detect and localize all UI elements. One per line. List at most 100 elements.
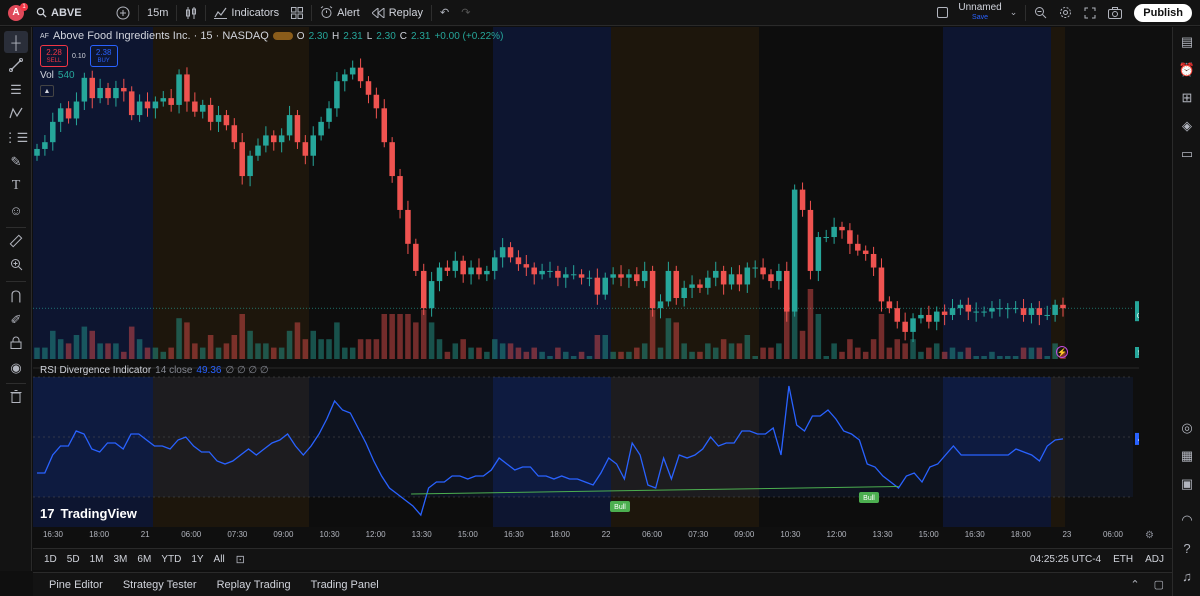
range-1y[interactable]: 1Y <box>191 554 204 565</box>
adjustment-toggle[interactable]: ADJ <box>1145 554 1164 565</box>
avatar[interactable]: A 1 <box>0 0 30 26</box>
chart-canvas[interactable]: Bull Bull 3.103.002.902.802.702.602.502.4… <box>33 27 1139 547</box>
candle-body <box>318 121 324 136</box>
calculator-button[interactable]: ▣ <box>1176 473 1198 495</box>
volume-bar <box>815 314 822 359</box>
projection-tool[interactable]: ⋮☰ <box>4 127 29 149</box>
notifications-button[interactable]: ♫ <box>1176 565 1198 587</box>
volume-bar <box>436 339 443 359</box>
buy-price: 2.38 <box>95 48 112 57</box>
signal-button[interactable]: ◠ <box>1176 509 1198 531</box>
range-6m[interactable]: 6M <box>137 554 152 565</box>
quick-search-button[interactable] <box>1028 0 1053 26</box>
alerts-button[interactable]: ⏰ <box>1176 59 1198 81</box>
maximize-panel-icon[interactable]: ▢ <box>1153 579 1164 591</box>
candle-body <box>97 87 103 99</box>
notification-badge: 1 <box>20 2 28 11</box>
data-window-button[interactable]: ⊞ <box>1176 87 1198 109</box>
compare-button[interactable] <box>110 0 136 26</box>
templates-button[interactable] <box>285 0 309 26</box>
volume-bar <box>81 326 88 359</box>
ohlc-l-label: L <box>366 30 373 42</box>
magnet-tool[interactable]: ⋂ <box>4 285 28 307</box>
emoji-tool[interactable]: ☺ <box>4 199 28 221</box>
range-1d[interactable]: 1D <box>44 554 57 565</box>
candle-body <box>665 270 672 302</box>
object-tree-button[interactable]: ◈ <box>1176 115 1198 137</box>
volume-bar <box>247 330 253 359</box>
tab-replay-trading[interactable]: Replay Trading <box>216 578 291 591</box>
volume-bar <box>255 343 261 359</box>
range-all[interactable]: All <box>213 554 225 565</box>
lock-tool[interactable] <box>4 333 28 355</box>
crosshair-tool[interactable]: ┼ <box>4 31 28 53</box>
symbol-search[interactable]: ABVE <box>30 0 110 26</box>
tab-pine-editor[interactable]: Pine Editor <box>49 578 103 591</box>
trash-icon <box>10 390 22 406</box>
tradingview-watermark[interactable]: 17 TradingView <box>40 506 137 521</box>
candle-body <box>965 304 972 312</box>
range-5d[interactable]: 5D <box>66 554 80 565</box>
candle-body <box>286 115 293 136</box>
zoom-tool[interactable] <box>4 255 28 277</box>
watchlist-button[interactable]: ▤ <box>1176 31 1198 53</box>
remove-drawings-tool[interactable] <box>4 387 28 409</box>
sell-button[interactable]: 2.28 SELL <box>40 45 68 67</box>
rsi-name[interactable]: RSI Divergence Indicator <box>40 365 152 376</box>
candle-body <box>641 270 648 282</box>
redo-button[interactable]: ↷ <box>455 0 476 26</box>
session-shade <box>759 27 943 359</box>
undo-button[interactable]: ↶ <box>434 0 455 26</box>
collapse-legend-button[interactable]: ▲ <box>40 85 54 97</box>
interval-button[interactable]: 15m <box>147 6 169 19</box>
trend-line-tool[interactable] <box>4 55 28 77</box>
measure-tool[interactable] <box>4 231 28 253</box>
candle-body <box>1012 308 1019 310</box>
help-button[interactable]: ? <box>1176 537 1198 559</box>
candle-body <box>144 101 151 109</box>
range-ytd[interactable]: YTD <box>161 554 182 565</box>
volume-bar <box>349 347 356 359</box>
buy-button[interactable]: 2.38 BUY <box>89 45 118 67</box>
session-toggle[interactable]: ETH <box>1113 554 1134 565</box>
candle-body <box>578 274 585 278</box>
text-tool[interactable]: T <box>4 175 28 197</box>
ideas-button[interactable]: ◎ <box>1176 417 1198 439</box>
lightning-icon[interactable]: ⚡ <box>1056 346 1068 358</box>
indicators-button[interactable]: Indicators <box>208 0 285 26</box>
visibility-tool[interactable]: ◉ <box>4 357 28 379</box>
candle-body <box>357 67 364 82</box>
candle-body <box>247 155 253 177</box>
volume-bar <box>381 314 388 359</box>
divider <box>6 281 26 282</box>
chart-type-button[interactable] <box>179 0 203 26</box>
goto-date-icon[interactable]: ⊡ <box>235 554 245 566</box>
range-1m[interactable]: 1M <box>89 554 104 565</box>
fullscreen-button[interactable] <box>1078 0 1102 26</box>
publish-button[interactable]: Publish <box>1128 0 1200 26</box>
replay-button[interactable]: Replay <box>366 0 429 26</box>
symbol-title[interactable]: Above Food Ingredients Inc. · 15 · NASDA… <box>52 30 269 42</box>
volume-bar <box>491 339 498 359</box>
fib-tool[interactable]: ☰ <box>4 79 28 101</box>
calendar-button[interactable]: ▦ <box>1176 445 1198 467</box>
collapse-panel-icon[interactable]: ⌃ <box>1130 579 1140 591</box>
pattern-tool[interactable] <box>4 103 28 125</box>
axis-settings-button[interactable]: ⚙ <box>1145 527 1154 541</box>
volume-bar <box>870 339 877 359</box>
lock-drawings-tool[interactable]: ✐ <box>4 309 28 331</box>
volume-bar <box>736 343 743 359</box>
clock[interactable]: 04:25:25 UTC-4 <box>1029 554 1102 565</box>
range-3m[interactable]: 3M <box>113 554 128 565</box>
snapshot-button[interactable] <box>1102 0 1128 26</box>
alert-button[interactable]: Alert <box>314 0 366 26</box>
candle-body <box>973 311 979 313</box>
tab-strategy-tester[interactable]: Strategy Tester <box>122 578 197 591</box>
layout-button[interactable]: Unnamed Save ⌄ <box>931 0 1023 26</box>
spread-value: 0.10 <box>72 52 86 60</box>
tab-trading-panel[interactable]: Trading Panel <box>310 578 379 591</box>
candles-icon <box>185 6 197 20</box>
chat-button[interactable]: ▭ <box>1176 143 1198 165</box>
settings-button[interactable] <box>1053 0 1078 26</box>
brush-tool[interactable]: ✎ <box>4 151 28 173</box>
